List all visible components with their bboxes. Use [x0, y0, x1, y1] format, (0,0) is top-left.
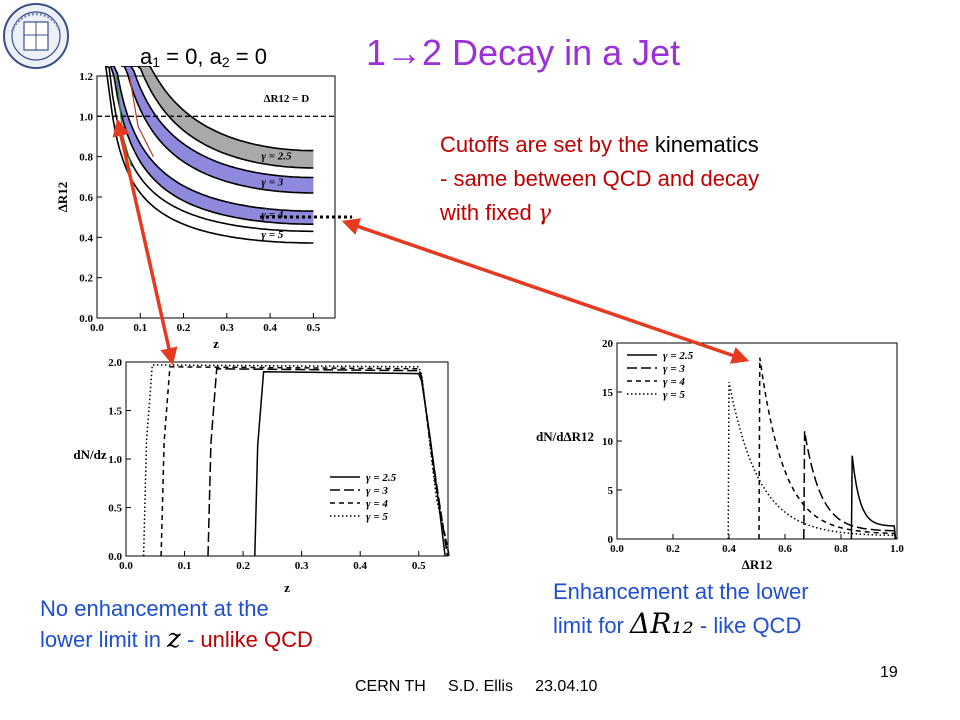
- series-line-0: [254, 370, 446, 557]
- x-tick-label: 0.6: [778, 543, 792, 555]
- y-tick-label: 0.0: [79, 313, 93, 325]
- y-tick-label: 1.0: [79, 111, 93, 123]
- curve-label: γ = 3: [261, 177, 283, 189]
- series-line-3: [727, 382, 897, 540]
- y-tick-label: 10: [602, 436, 614, 448]
- curve-label: γ = 2.5: [261, 151, 292, 163]
- x-tick-label: 1.0: [890, 543, 904, 555]
- delta-r-vs-z-plot: 0.0 0.1 0.2 0.3 0.4 0.5 0.0 0.2 0.4 0.6 0.8 1.0 1.2 γ…: [55, 65, 336, 351]
- legend-label: γ = 4: [663, 376, 685, 388]
- y-axis-label: ΔR12: [55, 182, 70, 213]
- dn-dz-plot: 0.0 0.1 0.2 0.3 0.4 0.5 0.0 0.5 1.0 1.5 2.0 γ = 2.5…: [73, 357, 450, 595]
- series-line-0: [850, 455, 897, 540]
- curve-label: γ = 5: [261, 229, 283, 241]
- legend-label: γ = 3: [366, 485, 388, 497]
- y-tick-label: 2.0: [108, 357, 122, 369]
- series-line-2: [758, 357, 897, 540]
- footer: CERN TH S.D. Ellis 23.04.10: [355, 678, 598, 695]
- x-tick-label: 0.4: [722, 543, 736, 555]
- curve-label: γ = 4: [261, 209, 283, 221]
- y-axis-label: dN/dz: [73, 447, 106, 462]
- y-tick-label: 0.2: [79, 273, 93, 285]
- series-line-1: [207, 368, 449, 557]
- series-line-1: [803, 431, 897, 540]
- cutoffs-text: Cutoffs are set by the kinematics - same…: [440, 132, 760, 226]
- x-tick-label: 0.2: [666, 543, 680, 555]
- plot-frame: [96, 75, 336, 319]
- slide-title: 1→2 Decay in a Jet: [366, 32, 681, 73]
- dn-dz-chart: 0.0 0.1 0.2 0.3 0.4 0.5 0.0 0.5 1.0 1.5 2.0 γ = 2.5…: [68, 352, 460, 595]
- legend-label: γ = 3: [663, 363, 685, 375]
- page-number: 19: [880, 664, 898, 681]
- parameters-label: a1 = 0, a2 = 0: [140, 44, 267, 70]
- curve-lower-2.5: [131, 65, 314, 169]
- series-line-3: [142, 364, 450, 557]
- x-tick-label: 0.4: [353, 560, 367, 572]
- legend-label: γ = 2.5: [663, 350, 694, 362]
- curve-upper-3: [121, 65, 314, 179]
- x-tick-label: 0.2: [177, 322, 191, 334]
- x-tick-label: 0.1: [178, 560, 192, 572]
- y-tick-label: 1.2: [79, 71, 93, 83]
- plot-frame: [125, 361, 449, 557]
- x-tick-label: 0.4: [263, 322, 277, 334]
- legend-label: γ = 2.5: [366, 472, 397, 484]
- legend-label: γ = 5: [663, 389, 685, 401]
- x-tick-label: 0.2: [236, 560, 250, 572]
- university-seal-logo: [3, 3, 69, 69]
- x-axis-label: z: [213, 336, 219, 351]
- x-axis-label: ΔR12: [742, 557, 773, 570]
- delta-r-vs-z-chart: 0.0 0.1 0.2 0.3 0.4 0.5 0.0 0.2 0.4 0.6 0.8 1.0 1.2 γ…: [55, 65, 345, 356]
- x-tick-label: 0.3: [220, 322, 234, 334]
- curve-upper-2.5: [131, 65, 314, 152]
- y-tick-label: 1.5: [108, 406, 122, 418]
- y-tick-label: 0.4: [79, 232, 93, 244]
- x-tick-label: 0.0: [610, 543, 624, 555]
- y-tick-label: 5: [608, 485, 614, 497]
- legend-label: γ = 5: [366, 511, 388, 523]
- x-tick-label: 0.0: [90, 322, 104, 334]
- x-tick-label: 0.1: [133, 322, 147, 334]
- legend-label: γ = 4: [366, 498, 388, 510]
- caption-right: Enhancement at the lower limit for ΔR₁₂ …: [553, 579, 809, 640]
- series-line-2: [160, 366, 450, 557]
- x-tick-label: 0.3: [295, 560, 309, 572]
- y-tick-label: 0: [608, 534, 614, 546]
- x-axis-label: z: [284, 580, 290, 592]
- y-tick-label: 20: [602, 338, 614, 350]
- y-tick-label: 0.6: [79, 192, 93, 204]
- x-tick-label: 0.5: [412, 560, 426, 572]
- plot-frame: [616, 342, 898, 540]
- y-axis-label: dN/dΔR12: [536, 429, 594, 444]
- caption-left: No enhancement at the lower limit in z -…: [40, 596, 313, 654]
- x-tick-label: 0.5: [306, 322, 320, 334]
- y-tick-label: 1.0: [108, 454, 122, 466]
- y-tick-label: 0.5: [108, 503, 122, 515]
- y-tick-label: 0.8: [79, 152, 93, 164]
- x-tick-label: 0.8: [834, 543, 848, 555]
- y-tick-label: 15: [602, 387, 614, 399]
- y-tick-label: 0.0: [108, 551, 122, 563]
- band-area-2.5: [131, 65, 314, 168]
- x-tick-label: 0.0: [119, 560, 133, 572]
- reference-line-label: ΔR12 = D: [264, 93, 310, 105]
